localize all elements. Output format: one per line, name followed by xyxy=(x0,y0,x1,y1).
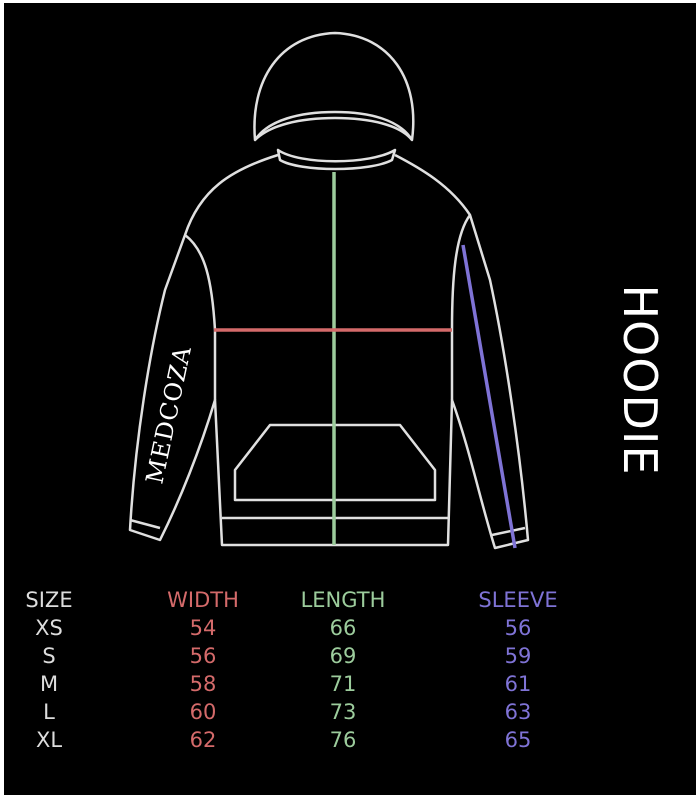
cell-width: 54 xyxy=(189,616,217,640)
cell-length: 76 xyxy=(329,728,357,752)
cell-size: M xyxy=(39,672,59,696)
cell-length: 69 xyxy=(329,644,357,668)
hood-inner xyxy=(254,116,413,141)
cell-width: 56 xyxy=(189,644,217,668)
table-row: S 56 69 59 xyxy=(10,642,588,670)
table-header: SIZE WIDTH LENGTH SLEEVE xyxy=(10,586,588,614)
body xyxy=(128,153,530,550)
cell-length: 73 xyxy=(329,700,357,724)
kangaroo-pocket xyxy=(233,423,437,502)
size-chart xyxy=(4,3,696,795)
left-sleeve-seam xyxy=(184,234,217,400)
cell-length: 71 xyxy=(329,672,357,696)
header-sleeve: SLEEVE xyxy=(478,588,558,612)
cell-width: 58 xyxy=(189,672,217,696)
cell-sleeve: 63 xyxy=(504,700,532,724)
left-cuff xyxy=(129,518,161,530)
table-row: M 58 71 61 xyxy=(10,670,588,698)
table-row: L 60 73 63 xyxy=(10,698,588,726)
right-cuff xyxy=(491,526,526,537)
table-row: XS 54 66 56 xyxy=(10,614,588,642)
header-width: WIDTH xyxy=(167,588,239,612)
header-size: SIZE xyxy=(25,588,73,612)
sleeve-measure-line xyxy=(461,244,517,549)
size-table: SIZE WIDTH LENGTH SLEEVE XS 54 66 56 S 56 69 59… xyxy=(10,586,588,754)
cell-size: XL xyxy=(35,728,63,752)
cell-sleeve: 56 xyxy=(504,616,532,640)
table-row: XL 62 76 65 xyxy=(10,726,588,754)
header-length: LENGTH xyxy=(300,588,386,612)
product-title: HOODIE xyxy=(600,280,680,480)
cell-size: S xyxy=(42,644,56,668)
cell-sleeve: 65 xyxy=(504,728,532,752)
title-text: HOODIE xyxy=(613,284,667,476)
cell-size: L xyxy=(43,700,55,724)
cell-size: XS xyxy=(35,616,63,640)
cell-width: 60 xyxy=(189,700,217,724)
collar xyxy=(276,148,397,171)
cell-length: 66 xyxy=(329,616,357,640)
cell-sleeve: 59 xyxy=(504,644,532,668)
right-sleeve-seam xyxy=(450,214,472,400)
cell-sleeve: 61 xyxy=(504,672,532,696)
hood xyxy=(253,31,415,142)
cell-width: 62 xyxy=(189,728,217,752)
